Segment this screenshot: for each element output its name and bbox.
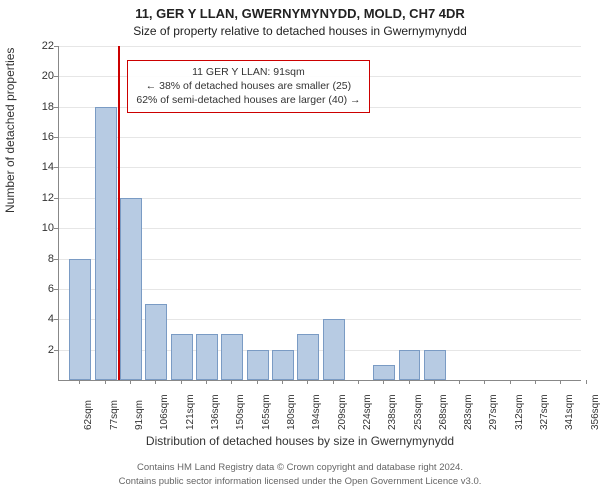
xtick-mark [434, 380, 435, 384]
xtick-label: 283sqm [463, 394, 474, 430]
bar [247, 350, 269, 380]
gridline [59, 167, 581, 168]
annotation-line-3: 62% of semi-detached houses are larger (… [136, 93, 360, 107]
xtick-label: 77sqm [109, 400, 120, 430]
xtick-mark [231, 380, 232, 384]
xtick-label: 224sqm [362, 394, 373, 430]
xtick-mark [257, 380, 258, 384]
gridline [59, 46, 581, 47]
ytick-label: 22 [30, 40, 54, 52]
xtick-label: 121sqm [185, 394, 196, 430]
bar [171, 334, 193, 380]
ytick-label: 16 [30, 131, 54, 143]
xtick-mark [105, 380, 106, 384]
ytick-mark [54, 259, 58, 260]
xtick-mark [130, 380, 131, 384]
ytick-label: 18 [30, 101, 54, 113]
ytick-mark [54, 46, 58, 47]
xtick-label: 150sqm [235, 394, 246, 430]
xtick-label: 62sqm [83, 400, 94, 430]
ytick-label: 14 [30, 161, 54, 173]
y-axis-label: Number of detached properties [3, 48, 17, 213]
bar [373, 365, 395, 380]
xtick-mark [282, 380, 283, 384]
ytick-mark [54, 167, 58, 168]
xtick-label: 297sqm [488, 394, 499, 430]
xtick-label: 268sqm [438, 394, 449, 430]
ytick-label: 12 [30, 192, 54, 204]
xtick-label: 327sqm [539, 394, 550, 430]
xtick-label: 253sqm [413, 394, 424, 430]
ytick-mark [54, 319, 58, 320]
bar [272, 350, 294, 380]
xtick-label: 194sqm [311, 394, 322, 430]
xtick-label: 312sqm [514, 394, 525, 430]
xtick-mark [206, 380, 207, 384]
xtick-label: 341sqm [564, 394, 575, 430]
footer-copyright: Contains HM Land Registry data © Crown c… [0, 462, 600, 473]
ytick-label: 6 [30, 283, 54, 295]
xtick-mark [484, 380, 485, 384]
ytick-label: 8 [30, 253, 54, 265]
xtick-mark [535, 380, 536, 384]
xtick-mark [79, 380, 80, 384]
x-axis-label: Distribution of detached houses by size … [0, 434, 600, 448]
bar [95, 107, 117, 380]
xtick-label: 238sqm [387, 394, 398, 430]
xtick-label: 91sqm [134, 400, 145, 430]
xtick-mark [155, 380, 156, 384]
reference-line [118, 46, 120, 380]
annotation-box: 11 GER Y LLAN: 91sqm← 38% of detached ho… [127, 60, 369, 113]
xtick-mark [333, 380, 334, 384]
ytick-mark [54, 76, 58, 77]
xtick-mark [560, 380, 561, 384]
xtick-mark [383, 380, 384, 384]
chart-title: 11, GER Y LLAN, GWERNYMYNYDD, MOLD, CH7 … [0, 6, 600, 21]
bar [221, 334, 243, 380]
ytick-mark [54, 228, 58, 229]
bar [424, 350, 446, 380]
xtick-mark [409, 380, 410, 384]
xtick-label: 136sqm [210, 394, 221, 430]
gridline [59, 137, 581, 138]
chart-subtitle: Size of property relative to detached ho… [0, 24, 600, 38]
xtick-label: 165sqm [261, 394, 272, 430]
xtick-mark [586, 380, 587, 384]
ytick-label: 2 [30, 344, 54, 356]
ytick-label: 4 [30, 313, 54, 325]
annotation-line-2: ← 38% of detached houses are smaller (25… [136, 79, 360, 93]
ytick-mark [54, 107, 58, 108]
xtick-label: 106sqm [159, 394, 170, 430]
ytick-mark [54, 198, 58, 199]
footer-licence: Contains public sector information licen… [0, 476, 600, 487]
bar [196, 334, 218, 380]
bar [120, 198, 142, 380]
bar [145, 304, 167, 380]
bar [297, 334, 319, 380]
ytick-label: 10 [30, 222, 54, 234]
annotation-line-1: 11 GER Y LLAN: 91sqm [136, 65, 360, 79]
xtick-mark [181, 380, 182, 384]
bar [399, 350, 421, 380]
xtick-mark [459, 380, 460, 384]
xtick-mark [307, 380, 308, 384]
ytick-mark [54, 350, 58, 351]
xtick-label: 209sqm [337, 394, 348, 430]
ytick-mark [54, 289, 58, 290]
xtick-mark [358, 380, 359, 384]
bar [323, 319, 345, 380]
ytick-mark [54, 137, 58, 138]
ytick-label: 20 [30, 70, 54, 82]
bar [69, 259, 91, 380]
xtick-label: 356sqm [590, 394, 600, 430]
xtick-label: 180sqm [286, 394, 297, 430]
xtick-mark [510, 380, 511, 384]
